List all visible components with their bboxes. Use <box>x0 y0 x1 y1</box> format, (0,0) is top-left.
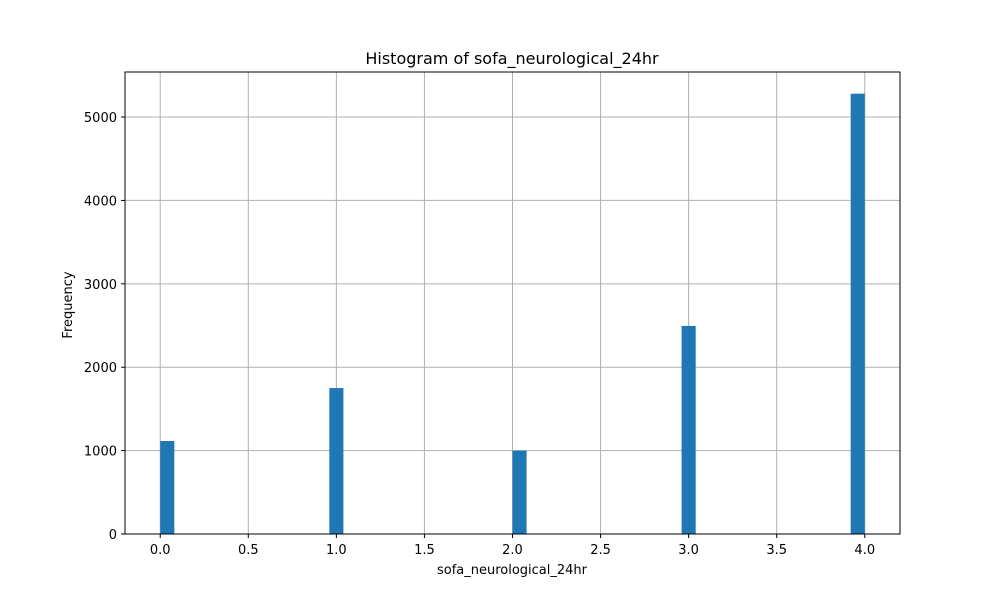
x-tick-label: 3.0 <box>678 543 699 558</box>
y-tick-label: 0 <box>109 528 117 543</box>
histogram-bar <box>512 450 527 534</box>
x-tick-label: 1.0 <box>326 543 347 558</box>
histogram-bar <box>681 325 696 534</box>
x-tick-label: 1.5 <box>414 543 435 558</box>
x-axis-ticks: 0.0 0.5 1.0 1.5 2.0 2.5 3.0 3.5 4.0 <box>150 534 875 558</box>
y-tick-label: 4000 <box>84 194 117 209</box>
x-axis-label: sofa_neurological_24hr <box>437 563 588 578</box>
chart-title: Histogram of sofa_neurological_24hr <box>365 49 659 69</box>
x-tick-label: 0.5 <box>238 543 259 558</box>
y-tick-label: 5000 <box>84 111 117 126</box>
x-tick-label: 0.0 <box>150 543 171 558</box>
y-tick-label: 1000 <box>84 445 117 460</box>
histogram-bar <box>850 93 865 534</box>
histogram-bar <box>329 388 344 534</box>
y-axis-label: Frequency <box>61 271 76 338</box>
bars <box>160 93 865 534</box>
x-tick-label: 3.5 <box>766 543 787 558</box>
y-tick-label: 2000 <box>84 361 117 376</box>
y-tick-label: 3000 <box>84 278 117 293</box>
histogram-bar <box>160 441 175 534</box>
x-tick-label: 2.5 <box>590 543 611 558</box>
x-tick-label: 2.0 <box>502 543 523 558</box>
y-axis-ticks: 0 1000 2000 3000 4000 5000 <box>84 111 125 543</box>
x-tick-label: 4.0 <box>854 543 875 558</box>
